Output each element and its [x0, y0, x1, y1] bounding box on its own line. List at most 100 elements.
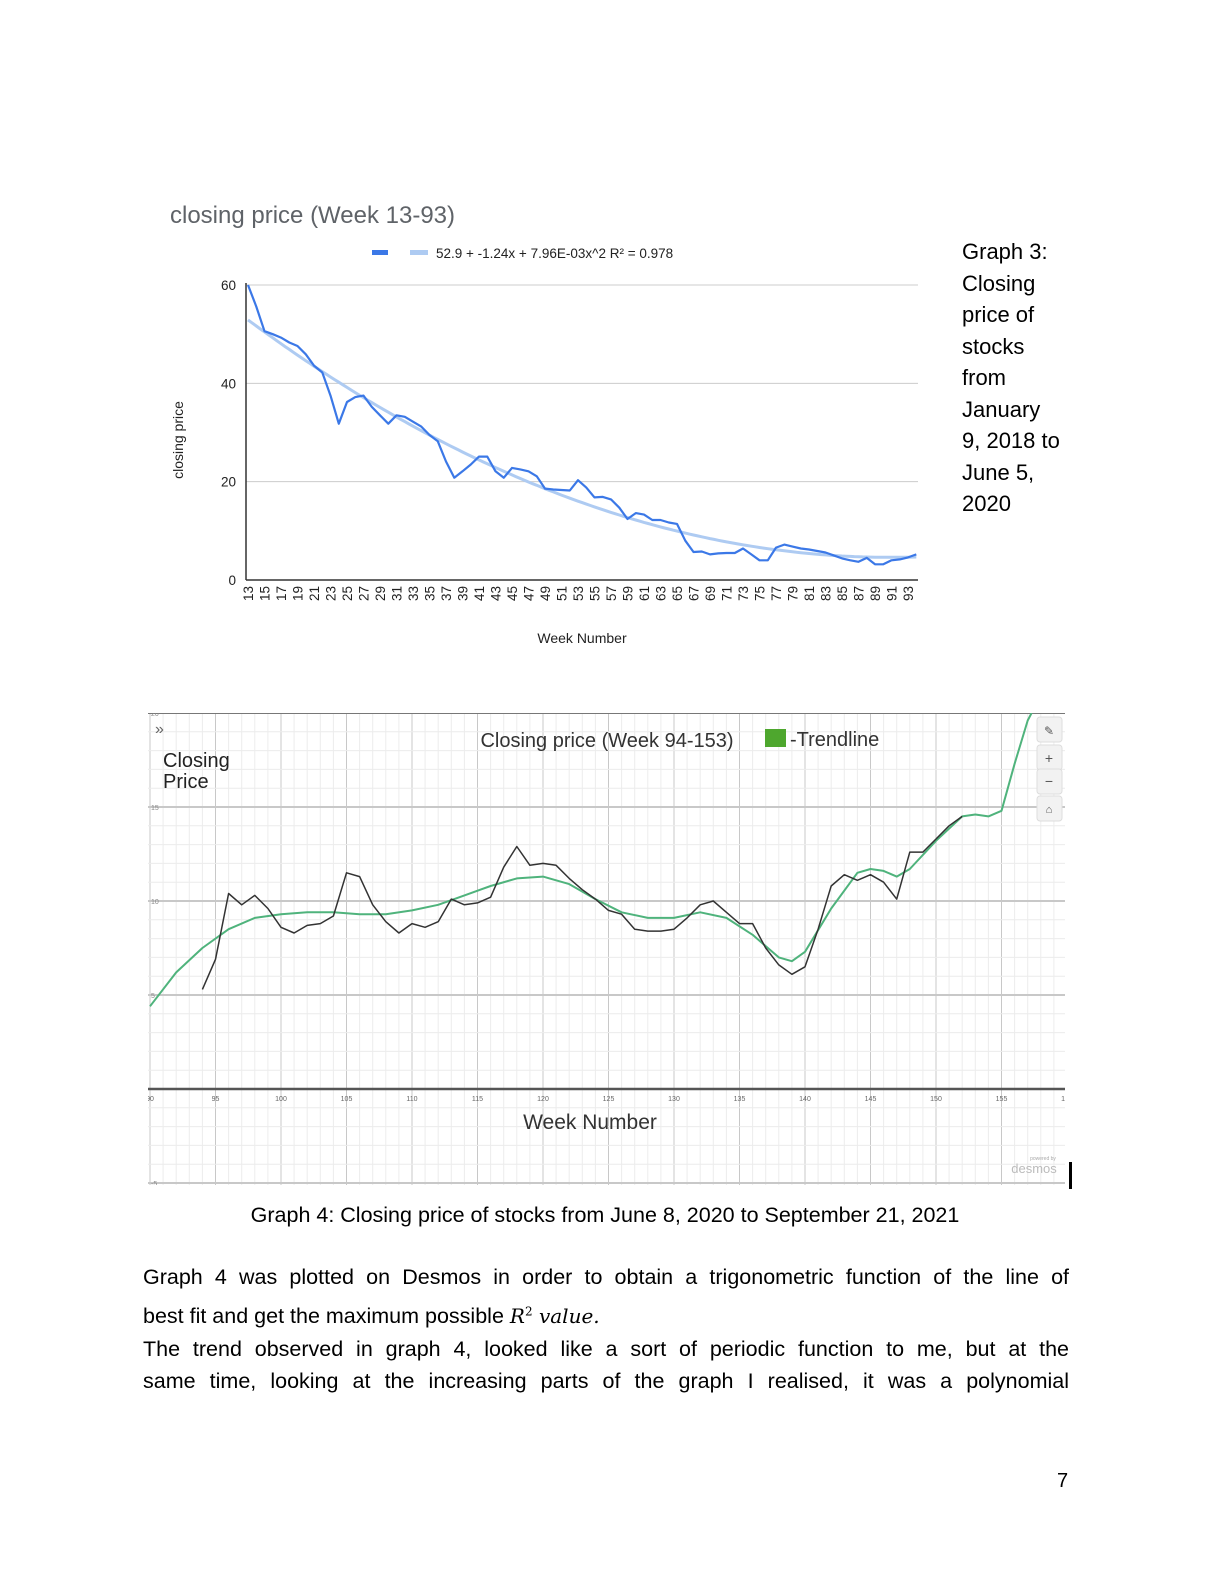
x-tick-label: 33 — [406, 586, 421, 601]
legend-swatch-trend — [410, 250, 428, 255]
x-tick-label: 21 — [307, 586, 322, 601]
chart-title: closing price (Week 13-93) — [170, 202, 455, 229]
x-tick-label: 31 — [390, 586, 405, 601]
x-tick-label: 57 — [604, 586, 619, 601]
x-tick-label: 155 — [996, 1096, 1008, 1103]
x-tick-label: 90 — [148, 1096, 154, 1103]
x-tick-label: 110 — [406, 1096, 417, 1103]
caption-line: from — [962, 365, 1006, 390]
x-tick-label: 145 — [865, 1096, 877, 1103]
x-tick-label: 45 — [505, 586, 520, 601]
x-tick-label: 89 — [868, 586, 883, 601]
y-tick-label: 20 — [221, 475, 236, 490]
y-tick-label: 10 — [151, 899, 159, 906]
page-number: 7 — [1057, 1470, 1069, 1492]
x-tick-label: 53 — [571, 586, 586, 601]
zoom-out-icon: − — [1045, 773, 1053, 789]
closing-price-line — [201, 815, 963, 990]
x-tick-label: 61 — [637, 586, 652, 601]
expand-icon[interactable]: » — [155, 721, 164, 738]
x-tick-label: 69 — [703, 586, 718, 601]
legend-label-trendline: -Trendline — [790, 729, 879, 751]
x-tick-label: 75 — [753, 586, 768, 601]
y-tick-label: 60 — [221, 278, 236, 293]
x-tick-label: 71 — [720, 586, 735, 601]
zoom-in-icon: + — [1045, 750, 1053, 766]
x-tick-label: 95 — [212, 1096, 220, 1103]
x-tick-label: 100 — [275, 1096, 287, 1103]
home-button[interactable] — [1036, 795, 1063, 822]
x-tick-label: 51 — [555, 586, 570, 601]
x-tick-label: 73 — [736, 586, 751, 601]
body-line-2: best fit and get the maximum possible R2… — [143, 1304, 1069, 1329]
trendline — [247, 318, 917, 559]
x-tick-label: 55 — [588, 586, 603, 601]
wrench-button[interactable] — [1036, 716, 1063, 743]
caption-line: 9, 2018 to — [962, 428, 1060, 453]
body-line-1: Graph 4 was plotted on Desmos in order t… — [143, 1265, 1069, 1289]
x-tick-label: 47 — [522, 586, 537, 601]
x-tick-label: 140 — [799, 1096, 811, 1103]
desmos-zoom-controls[interactable]: ✎ + − ⌂ — [1036, 716, 1063, 822]
x-axis-label: Week Number — [523, 1111, 657, 1134]
x-tick-label: 35 — [423, 586, 438, 601]
x-tick-label: 37 — [439, 586, 454, 601]
x-tick-label: 29 — [373, 586, 388, 601]
legend-label-trend: 52.9 + -1.24x + 7.96E-03x^2 R² = 0.978 — [436, 246, 673, 261]
body-line-4: same time, looking at the increasing par… — [143, 1369, 1069, 1393]
x-tick-label: 91 — [885, 586, 900, 601]
x-tick-label: 65 — [670, 586, 685, 601]
x-tick-label: 105 — [341, 1096, 353, 1103]
caption-line: stocks — [962, 333, 1025, 359]
x-tick-label: 135 — [734, 1096, 746, 1103]
zoom-out-button[interactable] — [1036, 768, 1063, 795]
math-r: R — [509, 1304, 525, 1328]
x-tick-label: 79 — [786, 586, 801, 601]
graph4-desmos-chart[interactable]: 90 95 100 105 110 115 120 125 130 135 140 145 150 155… — [148, 713, 1065, 1185]
body-line-3: The trend observed in graph 4, looked li… — [143, 1337, 1069, 1361]
x-tick-label: 77 — [769, 586, 784, 601]
graph3-caption: Graph 3: Closing price of stocks from January… — [962, 236, 1082, 520]
y-tick-label: 40 — [221, 376, 236, 391]
caption-line: price of — [962, 302, 1035, 327]
x-tick-label: 63 — [654, 586, 669, 601]
math-sup: 2 — [524, 1304, 533, 1319]
x-tick-label: 67 — [687, 586, 702, 601]
caption-line: June 5, — [962, 459, 1035, 485]
graph4-caption: Graph 4: Closing price of stocks from Ju… — [250, 1203, 960, 1227]
legend-swatch-series — [372, 250, 388, 255]
text-cursor — [1069, 1162, 1072, 1189]
legend-swatch-trendline — [765, 729, 786, 747]
x-tick-label: 93 — [901, 586, 916, 601]
x-tick-label: 25 — [340, 586, 355, 601]
x-tick-label: 81 — [802, 586, 817, 601]
y-axis-label-line1: Closing — [163, 750, 230, 772]
x-tick-label: 59 — [621, 586, 636, 601]
x-tick-label: 125 — [603, 1096, 615, 1103]
x-tick-label: 39 — [456, 586, 471, 601]
desmos-watermark: desmos — [1011, 1161, 1057, 1176]
x-tick-label: 15 — [258, 586, 273, 601]
y-tick-label: 0 — [228, 573, 236, 588]
x-axis-label: Week Number — [537, 630, 627, 646]
x-tick-label: 23 — [324, 586, 339, 601]
caption-line: Graph 3: — [962, 239, 1048, 264]
x-tick-label: 17 — [274, 586, 289, 601]
closing-price-line — [246, 284, 917, 566]
x-tick-label: 160 — [1061, 1096, 1065, 1103]
x-tick-label: 19 — [291, 586, 306, 601]
r-squared-math: R2 value. — [510, 1304, 600, 1328]
x-tick-label: 150 — [930, 1096, 942, 1103]
trendline-curve — [149, 713, 1033, 1007]
caption-line: January — [962, 396, 1041, 422]
y-axis-label: closing price — [170, 401, 186, 479]
desmos-watermark-small: powered by — [1030, 1156, 1056, 1162]
x-tick-label: 83 — [819, 586, 834, 601]
x-tick-label: 120 — [537, 1096, 549, 1103]
body-line-2-text: best fit and get the maximum possible — [143, 1304, 510, 1328]
caption-line: 2020 — [962, 491, 1011, 516]
y-tick-label: 5 — [151, 993, 155, 1000]
x-tick-label: 49 — [538, 586, 553, 601]
x-tick-label: 130 — [668, 1096, 680, 1103]
wrench-icon: ✎ — [1044, 724, 1054, 738]
